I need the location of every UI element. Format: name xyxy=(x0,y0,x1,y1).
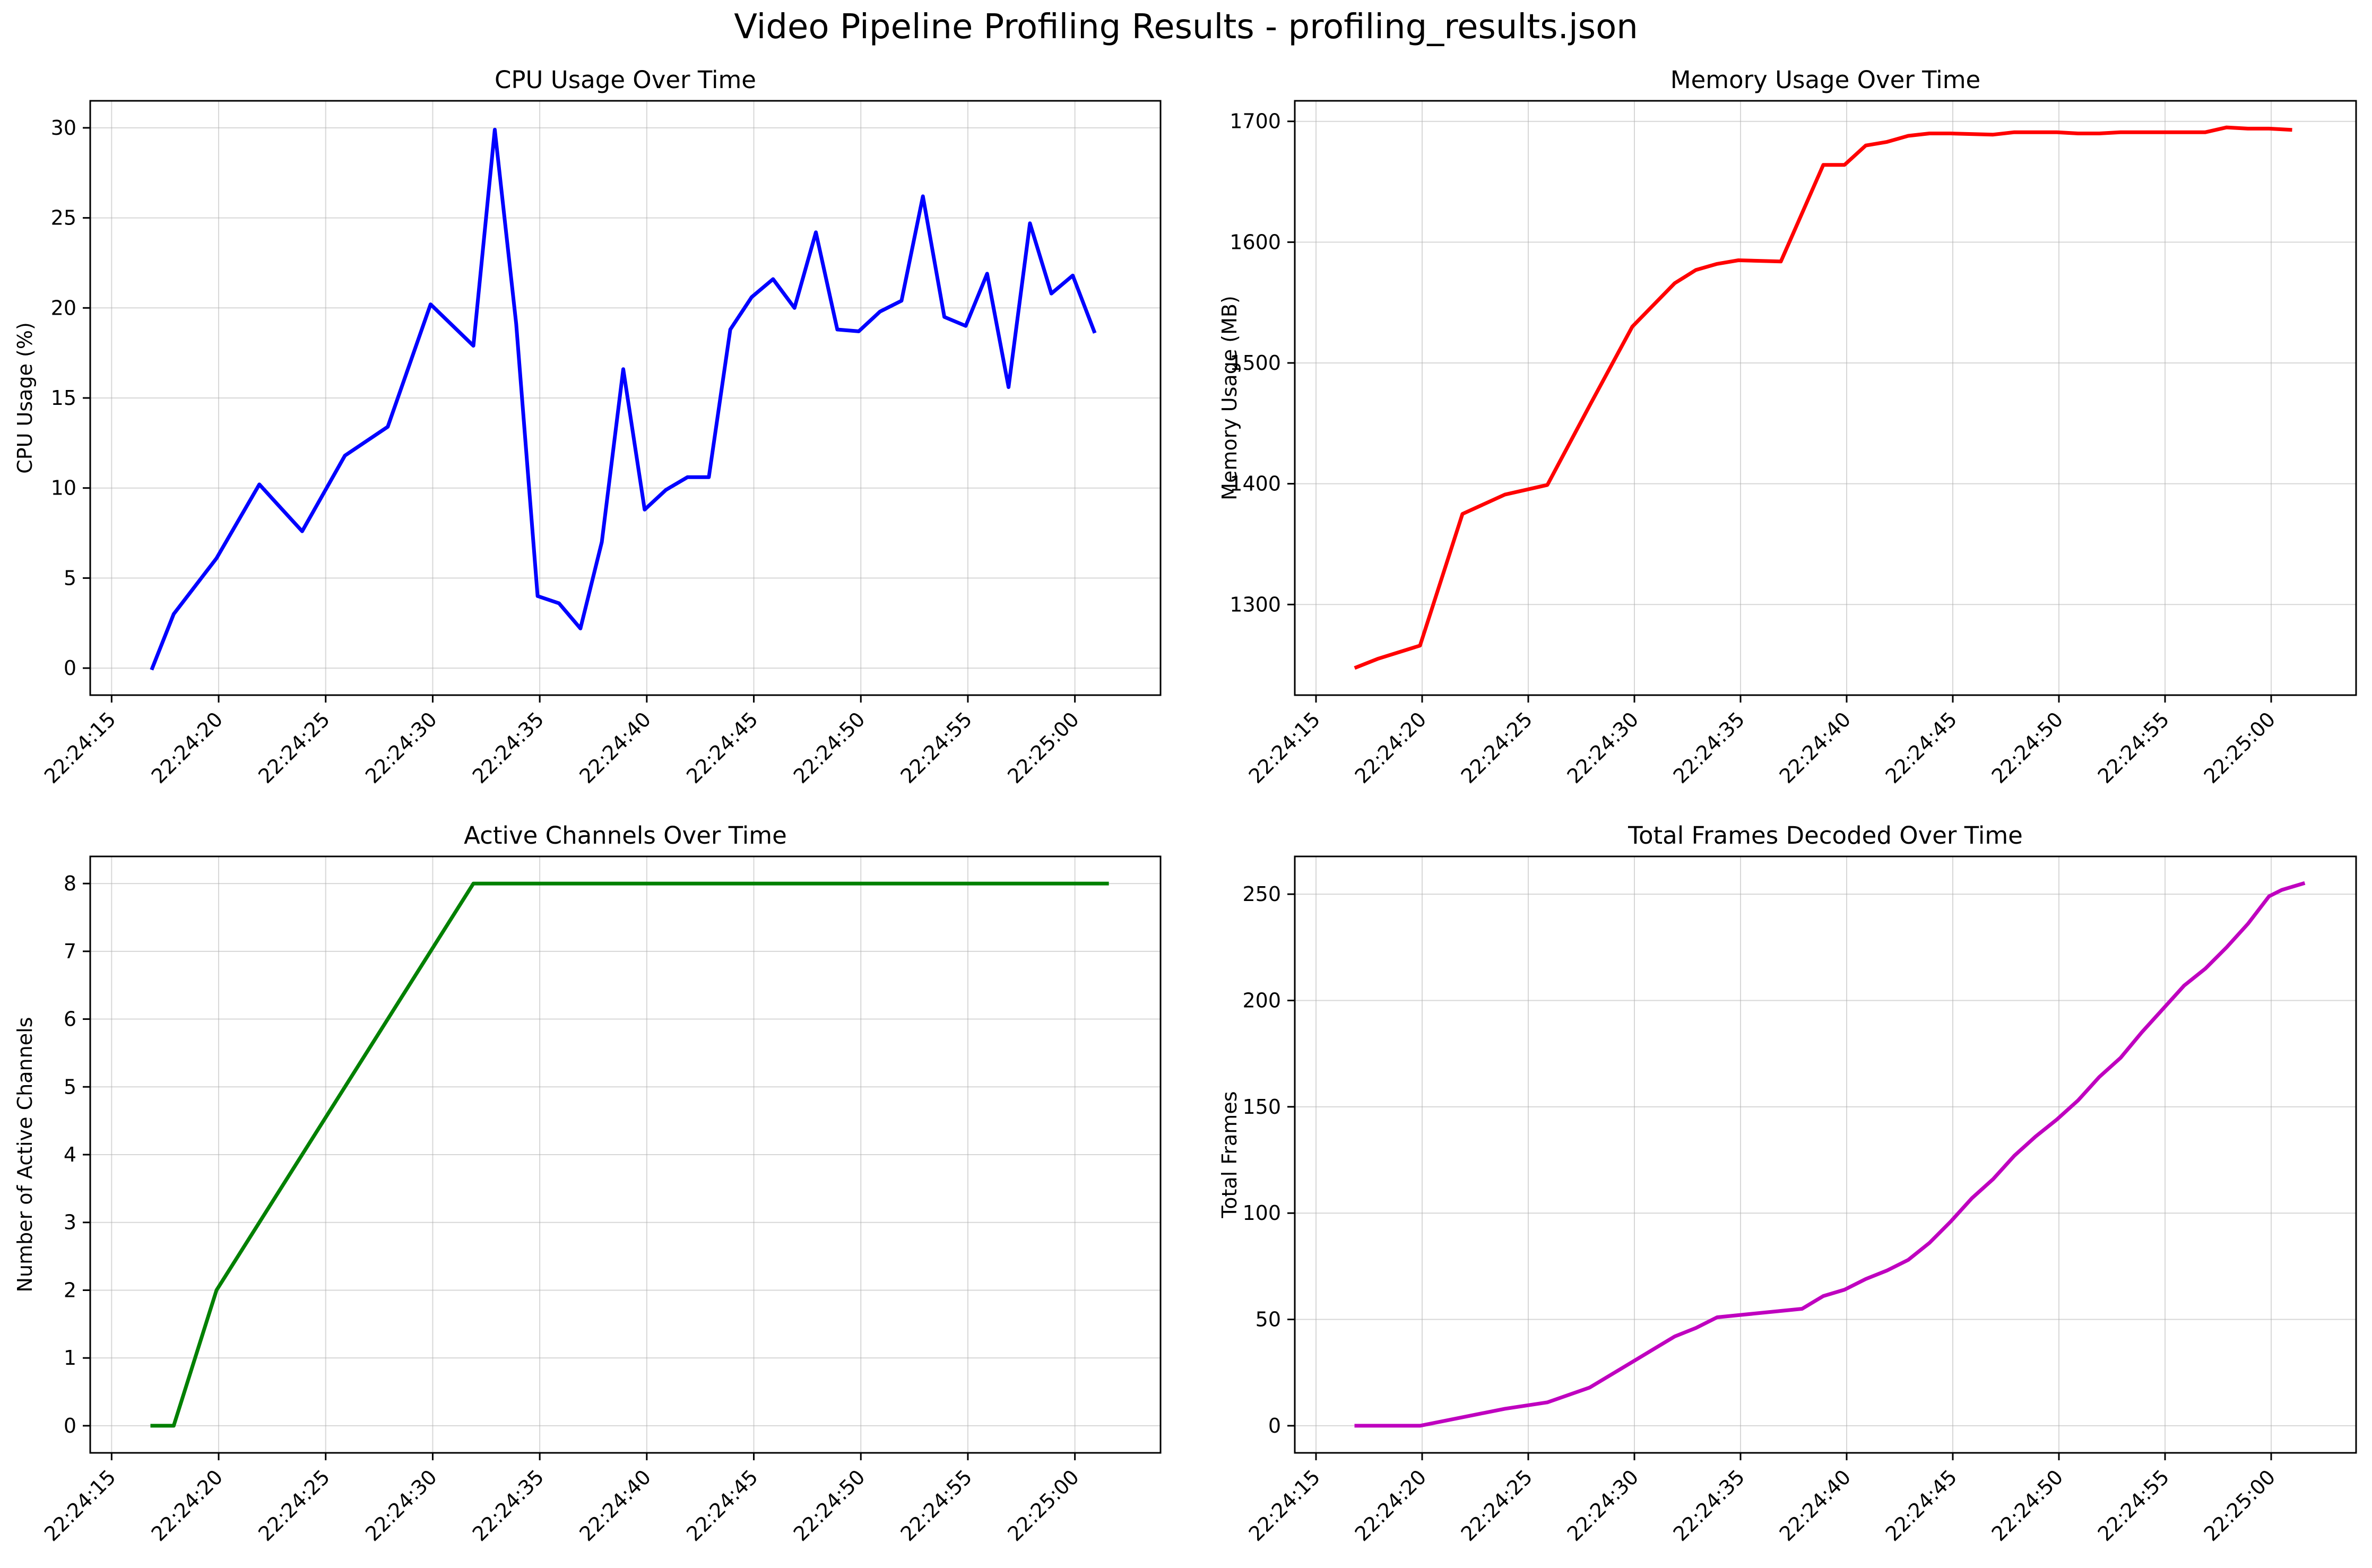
cpu-xtick-label: 22:24:45 xyxy=(682,707,763,788)
channels-ytick-label: 6 xyxy=(64,1008,76,1031)
channels-xtick-label: 22:24:35 xyxy=(468,1465,549,1546)
channels-ytick-label: 2 xyxy=(64,1278,76,1302)
memory-plot-frame xyxy=(1294,100,2357,696)
memory-chart: 1300 1400 1500 1600 1700 22:24:15 22:24:20 22:2… xyxy=(1218,66,2357,788)
frames-ytick-label: 150 xyxy=(1242,1095,1281,1119)
frames-ytick-label: 50 xyxy=(1256,1308,1281,1331)
memory-xtick-label: 22:24:35 xyxy=(1669,707,1750,788)
cpu-xtick-label: 22:24:20 xyxy=(147,707,228,788)
channels-xtick-label: 22:24:30 xyxy=(361,1465,441,1546)
cpu-chart-title: CPU Usage Over Time xyxy=(495,66,756,94)
memory-series-line xyxy=(1354,125,2292,670)
frames-xtick-label: 22:24:50 xyxy=(1987,1465,2068,1546)
cpu-ytick-label: 10 xyxy=(51,477,76,500)
channels-xtick-label: 22:24:45 xyxy=(682,1465,763,1546)
memory-ytick-label: 1700 xyxy=(1230,110,1281,133)
channels-xtick-label: 22:24:55 xyxy=(896,1465,977,1546)
channels-ytick-label: 1 xyxy=(64,1346,76,1370)
channels-xtick-label: 22:24:25 xyxy=(254,1465,334,1546)
cpu-chart: 0 5 10 15 20 25 30 22:24:15 22:24:20 22:24:25 22:2… xyxy=(13,66,1162,788)
memory-xtick-label: 22:24:55 xyxy=(2093,707,2174,788)
memory-xtick-label: 22:24:45 xyxy=(1881,707,1962,788)
cpu-xtick-label: 22:24:55 xyxy=(896,707,977,788)
channels-ytick-label: 5 xyxy=(64,1075,76,1098)
channels-y-axis-label: Number of Active Channels xyxy=(13,1017,37,1293)
cpu-ytick-label: 25 xyxy=(51,206,76,230)
memory-ytick-label: 1400 xyxy=(1230,472,1281,496)
memory-xtick-label: 22:24:30 xyxy=(1563,707,1643,788)
cpu-ytick-label: 0 xyxy=(64,656,76,680)
page-title: Video Pipeline Profiling Results - profi… xyxy=(734,7,1638,47)
frames-xtick-label: 22:24:25 xyxy=(1457,1465,1537,1546)
cpu-xtick-label: 22:24:15 xyxy=(40,707,120,788)
memory-xtick-label: 22:24:40 xyxy=(1775,707,1856,788)
channels-xtick-label: 22:24:50 xyxy=(789,1465,870,1546)
frames-ytick-label: 200 xyxy=(1242,989,1281,1012)
channels-ytick-label: 8 xyxy=(64,872,76,895)
frames-plot-frame xyxy=(1294,855,2357,1454)
frames-xtick-label: 22:24:15 xyxy=(1244,1465,1325,1546)
memory-xtick-label: 22:24:15 xyxy=(1244,707,1325,788)
channels-xtick-label: 22:24:40 xyxy=(575,1465,655,1546)
memory-xtick-label: 22:24:50 xyxy=(1987,707,2068,788)
memory-xtick-label: 22:24:25 xyxy=(1457,707,1537,788)
cpu-y-axis-label: CPU Usage (%) xyxy=(13,322,37,474)
frames-chart-title: Total Frames Decoded Over Time xyxy=(1627,821,2023,850)
frames-xtick-label: 22:24:30 xyxy=(1563,1465,1643,1546)
channels-xtick-label: 22:24:15 xyxy=(40,1465,120,1546)
cpu-ytick-label: 15 xyxy=(51,386,76,410)
channels-ytick-label: 7 xyxy=(64,940,76,963)
frames-xtick-label: 22:24:45 xyxy=(1881,1465,1962,1546)
channels-series-line xyxy=(150,881,1109,1428)
channels-ytick-label: 4 xyxy=(64,1143,76,1166)
memory-xtick-label: 22:24:20 xyxy=(1351,707,1431,788)
frames-ytick-label: 100 xyxy=(1242,1201,1281,1225)
frames-ytick-label: 250 xyxy=(1242,882,1281,906)
memory-xtick-label: 22:25:00 xyxy=(2200,707,2280,788)
channels-ytick-label: 0 xyxy=(64,1414,76,1437)
cpu-xtick-label: 22:24:25 xyxy=(254,707,334,788)
cpu-xtick-label: 22:25:00 xyxy=(1003,707,1084,788)
memory-ytick-label: 1500 xyxy=(1230,351,1281,375)
cpu-ytick-label: 5 xyxy=(64,566,76,590)
memory-chart-title: Memory Usage Over Time xyxy=(1670,66,1981,94)
channels-xtick-label: 22:25:00 xyxy=(1003,1465,1084,1546)
cpu-ytick-label: 30 xyxy=(51,116,76,140)
frames-ytick-label: 0 xyxy=(1268,1414,1281,1437)
frames-xtick-label: 22:24:35 xyxy=(1669,1465,1750,1546)
frames-xtick-label: 22:25:00 xyxy=(2200,1465,2280,1546)
frames-xtick-label: 22:24:40 xyxy=(1775,1465,1856,1546)
memory-y-axis-label: Memory Usage (MB) xyxy=(1218,296,1241,500)
frames-xtick-label: 22:24:20 xyxy=(1351,1465,1431,1546)
frames-y-axis-label: Total Frames xyxy=(1218,1091,1241,1218)
frames-xtick-label: 22:24:55 xyxy=(2093,1465,2174,1546)
frames-series-line xyxy=(1354,881,2306,1428)
channels-xtick-label: 22:24:20 xyxy=(147,1465,228,1546)
cpu-ytick-label: 20 xyxy=(51,296,76,319)
channels-ytick-label: 3 xyxy=(64,1211,76,1234)
memory-ytick-label: 1300 xyxy=(1230,593,1281,616)
channels-chart: 0 1 2 3 4 5 6 7 8 22:24:15 22:24:20 22:24:25 22:24:3… xyxy=(13,821,1162,1546)
cpu-xtick-label: 22:24:50 xyxy=(789,707,870,788)
frames-chart: 0 50 100 150 200 250 22:24:15 22:24:20 22:24:25 2… xyxy=(1218,821,2357,1546)
cpu-xtick-label: 22:24:40 xyxy=(575,707,655,788)
cpu-xtick-label: 22:24:35 xyxy=(468,707,549,788)
cpu-xtick-label: 22:24:30 xyxy=(361,707,441,788)
cpu-series-line xyxy=(150,127,1097,671)
memory-ytick-label: 1600 xyxy=(1230,230,1281,254)
channels-chart-title: Active Channels Over Time xyxy=(464,821,787,850)
